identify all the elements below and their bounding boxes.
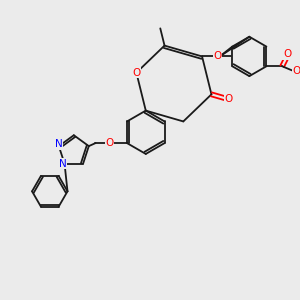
Text: N: N: [55, 139, 63, 149]
Text: O: O: [214, 51, 222, 62]
Text: O: O: [293, 66, 300, 76]
Text: N: N: [59, 159, 67, 169]
Text: O: O: [132, 68, 140, 78]
Text: O: O: [224, 94, 232, 104]
Text: O: O: [283, 50, 291, 59]
Text: O: O: [105, 138, 113, 148]
